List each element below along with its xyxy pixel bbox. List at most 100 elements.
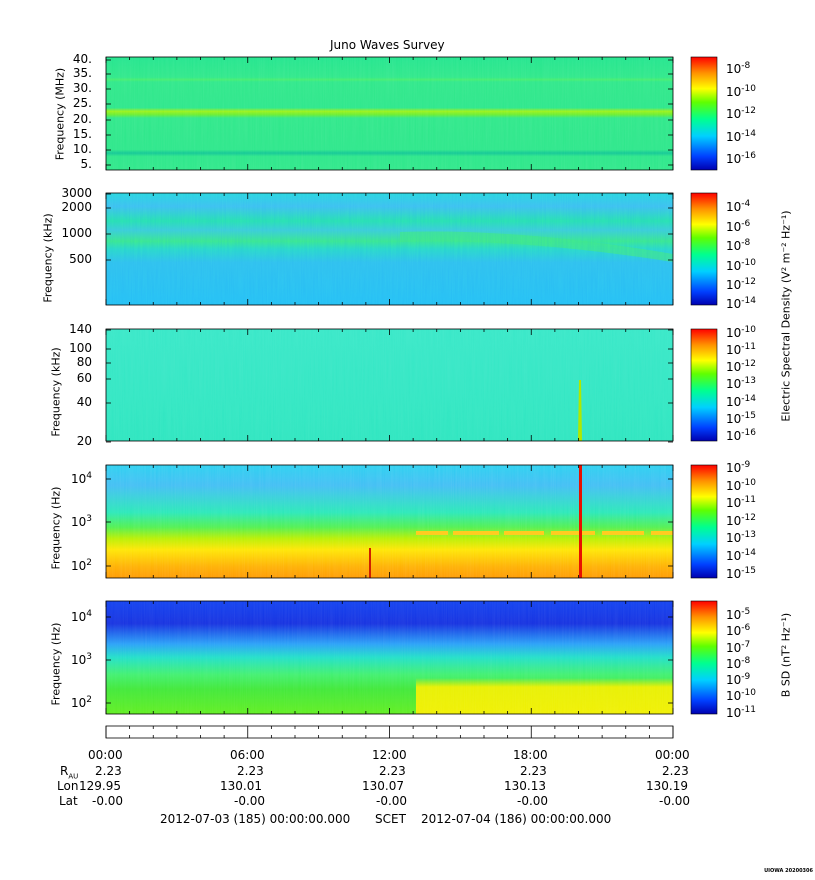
ytick-label: 40. [72,52,92,66]
panel-1-ylabel: Frequency (MHz) [53,67,67,161]
cbtick-label: 10-9 [726,460,751,475]
panel-1-colorbar [690,56,718,171]
panel-3 [105,328,718,442]
panel-4-burst [579,465,582,578]
ytick-label: 20. [72,112,92,126]
panel-5-texture [106,601,673,714]
cbtick-label: 10-14 [726,548,756,563]
panel-1-texture [106,57,673,170]
cbtick-label: 10-7 [726,640,751,655]
cbtick-label: 10-8 [726,656,751,671]
lon-value: 130.13 [504,779,546,793]
cbtick-label: 10-14 [726,296,756,311]
panel-1 [105,56,718,171]
panel-4-texture [106,465,673,578]
lat-label: Lat [59,794,78,808]
scet-label: SCET [375,812,406,826]
lon-value: 130.01 [220,779,262,793]
cbtick-label: 10-10 [726,84,756,99]
cbtick-label: 10-11 [726,342,756,357]
ytick-label: 103 [70,652,92,667]
cbtick-label: 10-8 [726,61,751,76]
panel-5 [105,600,718,715]
start-datetime: 2012-07-03 (185) 00:00:00.000 [160,812,351,826]
cbtick-label: 10-10 [726,325,756,340]
panel-2-colorbar [690,192,718,306]
cbtick-label: 10-16 [726,151,756,166]
cbtick-label: 10-13 [726,376,756,391]
ytick-label: 1000 [61,226,92,240]
credit-label: UIOWA 20200306 [764,868,813,874]
ytick-label: 102 [70,695,92,710]
cbtick-label: 10-10 [726,688,756,703]
cbtick-label: 10-13 [726,530,756,545]
chart-title: Juno Waves Survey [330,38,445,52]
cbtick-label: 10-8 [726,238,751,253]
panel-3-texture [106,329,673,441]
r-au-label: RAU [60,764,79,781]
r-au-value: 2.23 [662,764,689,778]
time-tick: 00:00 [655,748,690,762]
ytick-label: 40 [76,395,92,409]
lat-value: -0.00 [376,794,408,808]
cbtick-label: 10-12 [726,277,756,292]
time-tick: 00:00 [88,748,123,762]
r-au-value: 2.23 [95,764,122,778]
cbtick-label: 10-14 [726,129,756,144]
electric-colorbar-label: Electric Spectral Density (V² m⁻² Hz⁻¹) [779,210,793,422]
cbtick-label: 10-6 [726,623,751,638]
panel-4 [105,464,718,579]
cbtick-label: 10-10 [726,478,756,493]
ytick-label: 2000 [61,200,92,214]
ytick-label: 100 [69,341,92,355]
cbtick-label: 10-14 [726,394,756,409]
ytick-label: 15. [72,127,92,141]
ytick-label: 25. [72,96,92,110]
ytick-label: 3000 [61,186,92,200]
lon-value: 130.19 [646,779,688,793]
cbtick-label: 10-12 [726,359,756,374]
ytick-label: 104 [70,471,92,486]
cbtick-label: 10-15 [726,411,756,426]
ytick-label: 10. [72,142,92,156]
ytick-label: 500 [69,252,92,266]
magnetic-colorbar-label: B SD (nT² Hz⁻¹) [779,612,793,698]
ytick-label: 20 [76,434,92,448]
lat-value: -0.00 [92,794,124,808]
cbtick-label: 10-12 [726,106,756,121]
panel-3-ylabel: Frequency (kHz) [49,347,63,437]
cbtick-label: 10-5 [726,607,751,622]
cbtick-label: 10-11 [726,705,756,720]
lat-value: -0.00 [517,794,549,808]
ytick-label: 103 [70,514,92,529]
panel-4-tone-segments [416,531,673,535]
r-au-value: 2.23 [379,764,406,778]
cbtick-label: 10-11 [726,495,756,510]
lon-value: 129.95 [79,779,121,793]
time-tick: 12:00 [372,748,407,762]
panel-5-colorbar [690,600,718,715]
panel-2-ylabel: Frequency (kHz) [41,213,55,303]
ytick-label: 80 [76,355,92,369]
ytick-label: 5. [80,157,92,171]
cbtick-label: 10-6 [726,219,751,234]
cbtick-label: 10-16 [726,428,756,443]
time-tick: 18:00 [513,748,548,762]
panel-5-ylabel: Frequency (Hz) [49,622,63,706]
lon-value: 130.07 [362,779,404,793]
panel-3-colorbar [690,328,718,442]
panel-2-texture [106,193,673,305]
ytick-label: 35. [72,66,92,80]
ytick-label: 102 [70,558,92,573]
panel-2 [105,192,718,306]
ytick-label: 140 [69,322,92,336]
cbtick-label: 10-12 [726,513,756,528]
ytick-label: 104 [70,609,92,624]
ytick-label: 60 [76,371,92,385]
lat-value: -0.00 [659,794,691,808]
time-tick: 06:00 [230,748,265,762]
panel-4-ylabel: Frequency (Hz) [49,486,63,570]
cbtick-label: 10-4 [726,199,751,214]
panel-4-colorbar [690,464,718,579]
